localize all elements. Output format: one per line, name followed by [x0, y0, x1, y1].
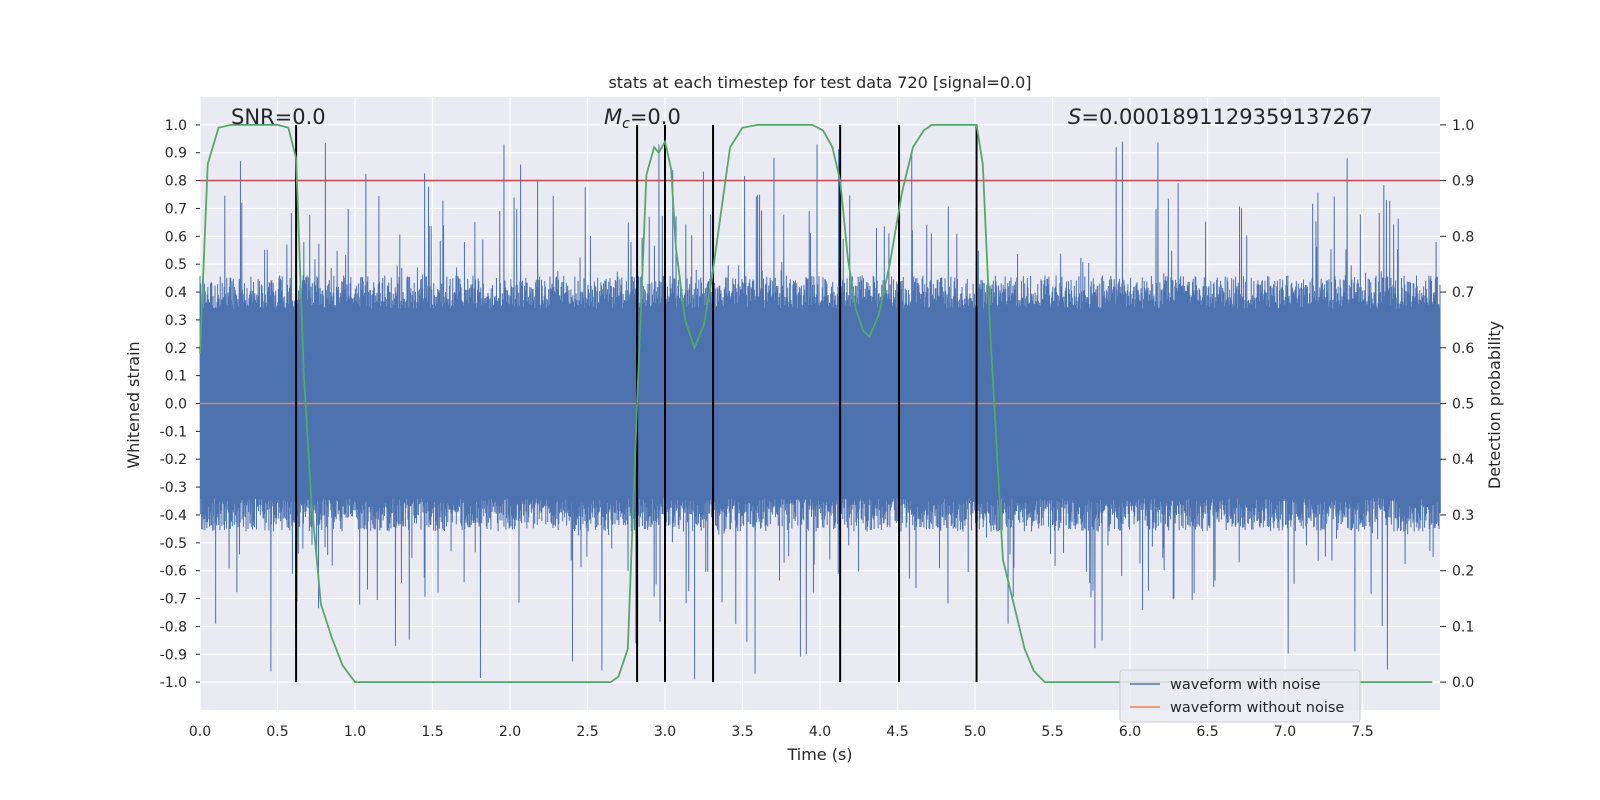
x-tick-label: 5.5: [1041, 724, 1063, 740]
x-tick-label: 5.0: [964, 724, 986, 740]
x-axis-label: Time (s): [786, 745, 852, 764]
chirp-mass-value: =0.0: [630, 105, 681, 129]
legend-box: [1119, 669, 1361, 723]
y-left-tick-label: -0.4: [160, 508, 187, 524]
chirp-mass-symbol: M: [604, 105, 622, 129]
y-left-tick-label: 0.5: [165, 257, 187, 273]
legend-label-noise: waveform with noise: [1170, 677, 1321, 693]
y-left-tick-labels: 1.0 0.9 0.8 0.7 0.6 0.5 0.4 0.3 0.2 0.1 0.0 -0.1 -0.…: [160, 118, 187, 691]
y-left-tick-label: -0.9: [160, 647, 187, 663]
y-right-tick-label: 0.9: [1452, 174, 1474, 190]
score-annotation: S=0.0001891129359137267: [1068, 105, 1373, 129]
chirp-mass-annotation: Mc=0.0: [604, 105, 681, 132]
y-left-tick-label: 0.6: [165, 229, 187, 245]
y-right-tick-label: 0.7: [1452, 285, 1474, 301]
y-left-tick-label: 0.9: [165, 146, 187, 162]
y-right-tick-label: 0.8: [1452, 229, 1474, 245]
legend-label-clean: waveform without noise: [1170, 700, 1344, 716]
x-tick-label: 7.5: [1351, 724, 1373, 740]
y-left-tick-label: 0.4: [165, 285, 187, 301]
x-tick-label: 2.5: [576, 724, 598, 740]
x-tick-label: 0.0: [189, 724, 211, 740]
x-tick-label: 7.0: [1274, 724, 1296, 740]
x-tick-label: 0.5: [266, 724, 288, 740]
chirp-mass-subscript: c: [622, 116, 630, 132]
y-right-tick-label: 0.2: [1452, 564, 1474, 580]
x-tick-label: 6.5: [1196, 724, 1218, 740]
y-left-tick-label: -0.1: [160, 424, 187, 440]
x-tick-label: 6.0: [1119, 724, 1141, 740]
y-right-tick-label: 0.6: [1452, 341, 1474, 357]
noise-waveform-line: [199, 141, 1441, 680]
y-left-tick-label: -0.2: [160, 452, 187, 468]
x-tick-labels: 0.0 0.5 1.0 1.5 2.0 2.5 3.0 3.5 4.0 4.5 5.0 5.5 6.0 6…: [189, 724, 1374, 740]
y-left-tick-label: 0.3: [165, 313, 187, 329]
y-left-tick-label: -0.3: [160, 480, 187, 496]
y-right-tick-labels: 1.0 0.9 0.8 0.7 0.6 0.5 0.4 0.3 0.2 0.1 0.0: [1452, 118, 1474, 691]
y-left-tick-label: -0.6: [160, 564, 187, 580]
y-right-tick-label: 1.0: [1452, 118, 1474, 134]
y-right-tick-label: 0.5: [1452, 397, 1474, 413]
y-left-tick-label: 0.8: [165, 174, 187, 190]
x-tick-label: 3.5: [731, 724, 753, 740]
x-tick-label: 2.0: [499, 724, 521, 740]
y-right-axis-label: Detection probability: [1485, 321, 1504, 489]
y-left-tick-label: -0.7: [160, 592, 187, 608]
y-right-tick-label: 0.1: [1452, 619, 1474, 635]
y-left-tick-label: 0.1: [165, 369, 187, 385]
score-value: =0.0001891129359137267: [1081, 105, 1373, 129]
x-tick-label: 4.5: [886, 724, 908, 740]
y-left-tick-label: -0.5: [160, 536, 187, 552]
legend: waveform with noise waveform without noi…: [1119, 669, 1361, 723]
y-left-tick-label: 0.7: [165, 201, 187, 217]
y-right-tick-label: 0.3: [1452, 508, 1474, 524]
y-left-tick-label: -0.8: [160, 619, 187, 635]
detection-probability-line: [199, 123, 1433, 684]
y-right-tick-label: 0.4: [1452, 452, 1474, 468]
chart-title: stats at each timestep for test data 720…: [608, 73, 1031, 92]
score-symbol: S: [1068, 105, 1081, 129]
y-left-axis-label: Whitened strain: [124, 341, 143, 468]
y-left-tick-label: 0.0: [165, 397, 187, 413]
x-tick-label: 3.0: [654, 724, 676, 740]
x-tick-label: 4.0: [809, 724, 831, 740]
x-tick-label: 1.0: [344, 724, 366, 740]
y-left-tick-label: -1.0: [160, 675, 187, 691]
x-tick-label: 1.5: [421, 724, 443, 740]
y-right-tick-label: 0.0: [1452, 675, 1474, 691]
y-left-tick-label: 1.0: [165, 118, 187, 134]
snr-annotation: SNR=0.0: [231, 105, 326, 129]
overlay: [196, 123, 1446, 684]
noise-waveform-series: [199, 141, 1441, 680]
y-left-tick-label: 0.2: [165, 341, 187, 357]
